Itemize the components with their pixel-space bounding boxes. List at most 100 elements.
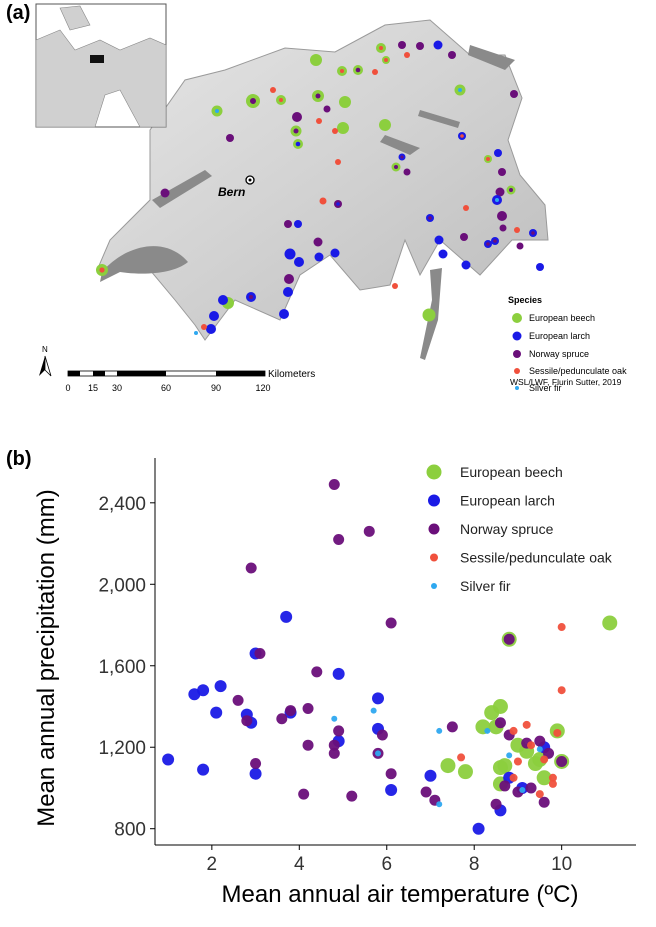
legend-marker-european-larch — [428, 494, 440, 507]
point-sessile-pedunculate-oak — [509, 773, 518, 782]
y-axis-label: Mean annual precipitation (mm) — [33, 489, 60, 827]
point-silver-fir — [484, 727, 491, 734]
point-norway-spruce — [525, 782, 537, 794]
point-norway-spruce — [333, 725, 345, 737]
point-norway-spruce — [245, 562, 257, 574]
point-european-larch — [472, 822, 485, 835]
point-norway-spruce — [232, 694, 244, 706]
point-silver-fir — [519, 787, 526, 794]
point-norway-spruce — [254, 648, 266, 660]
point-european-beech — [457, 764, 473, 780]
map-legend: Species European beech European larch No… — [508, 295, 627, 393]
legend-label-sessile-pedunculate-oak: Sessile/pedunculate oak — [460, 550, 613, 566]
point-sessile-pedunculate-oak — [540, 755, 549, 764]
point-norway-spruce — [490, 798, 502, 810]
point-norway-spruce — [328, 478, 340, 490]
point-silver-fir — [436, 727, 443, 734]
point-european-larch — [249, 767, 262, 780]
point-european-larch — [197, 684, 210, 697]
point-norway-spruce — [363, 525, 375, 537]
scale-tick-120: 120 — [255, 383, 270, 393]
point-silver-fir — [375, 750, 382, 757]
point-european-beech — [484, 705, 500, 721]
point-european-larch — [214, 680, 227, 693]
map-legend-oak: Sessile/pedunculate oak — [529, 366, 627, 376]
x-tick-label: 6 — [381, 854, 392, 875]
point-european-larch — [280, 610, 293, 623]
map-legend-larch: European larch — [529, 331, 590, 341]
scale-tick-90: 90 — [211, 383, 221, 393]
legend-marker-european-beech — [426, 464, 442, 480]
point-european-beech — [536, 770, 552, 786]
legend-label-european-beech: European beech — [460, 464, 563, 480]
point-norway-spruce — [538, 796, 550, 808]
point-norway-spruce — [446, 721, 458, 733]
scale-tick-60: 60 — [161, 383, 171, 393]
map-legend-spruce: Norway spruce — [529, 349, 589, 359]
y-tick-label: 1,200 — [98, 738, 146, 759]
point-sessile-pedunculate-oak — [557, 686, 566, 695]
legend-marker-norway-spruce — [428, 523, 440, 535]
y-tick-label: 2,000 — [98, 575, 146, 596]
point-norway-spruce — [276, 713, 288, 725]
point-norway-spruce — [302, 703, 314, 715]
point-norway-spruce — [420, 786, 432, 798]
legend-marker-silver-fir — [431, 583, 437, 589]
point-sessile-pedunculate-oak — [522, 720, 531, 729]
point-norway-spruce — [298, 788, 310, 800]
point-norway-spruce — [311, 666, 323, 678]
legend-label-silver-fir: Silver fir — [460, 578, 511, 594]
point-sessile-pedunculate-oak — [513, 757, 522, 766]
point-norway-spruce — [302, 739, 314, 751]
point-norway-spruce — [328, 739, 340, 751]
bern-label: Bern — [218, 185, 245, 199]
lake-constance — [468, 45, 515, 70]
chart-legend: European beech European larch Norway spruc… — [426, 464, 613, 594]
point-silver-fir — [506, 752, 513, 759]
point-norway-spruce — [376, 729, 388, 741]
x-axis: 2 4 6 8 10 — [155, 844, 636, 875]
point-european-larch — [210, 706, 223, 719]
legend-label-norway-spruce: Norway spruce — [460, 521, 554, 537]
scale-unit: Kilometers — [268, 369, 315, 380]
point-sessile-pedunculate-oak — [557, 623, 566, 632]
point-sessile-pedunculate-oak — [548, 773, 557, 782]
y-tick-label: 2,400 — [98, 494, 146, 515]
x-axis-label: Mean annual air temperature (ºC) — [222, 881, 579, 908]
legend-label-european-larch: European larch — [460, 493, 555, 509]
point-european-larch — [197, 763, 210, 776]
panel-a-label: (a) — [6, 2, 31, 24]
x-tick-label: 2 — [207, 854, 218, 875]
point-sessile-pedunculate-oak — [527, 741, 536, 750]
lake-zurich — [418, 110, 460, 128]
point-european-larch — [424, 769, 437, 782]
north-arrow-icon: N — [39, 345, 52, 377]
point-norway-spruce — [328, 747, 340, 759]
temperature-precipitation-scatter: 800 1,200 1,600 2,000 2,400 2 4 6 8 10 European … — [33, 458, 636, 908]
point-norway-spruce — [499, 780, 511, 792]
y-tick-label: 1,600 — [98, 657, 146, 678]
scale-tick-30: 30 — [112, 383, 122, 393]
y-tick-label: 800 — [114, 820, 146, 841]
map-credit: WSL/LWF, Flurin Sutter, 2019 — [510, 377, 622, 387]
point-european-beech — [602, 615, 618, 631]
scale-tick-15: 15 — [88, 383, 98, 393]
point-norway-spruce — [250, 758, 262, 770]
point-european-larch — [162, 753, 175, 766]
point-european-beech — [440, 758, 456, 774]
lake-geneva — [100, 246, 188, 282]
x-tick-label: 10 — [551, 854, 572, 875]
point-sessile-pedunculate-oak — [509, 726, 518, 735]
north-label: N — [42, 345, 48, 354]
panel-b-label: (b) — [6, 448, 32, 470]
map-legend-fir: Silver fir — [529, 383, 562, 393]
point-norway-spruce — [503, 633, 515, 645]
map-legend-title: Species — [508, 295, 542, 305]
point-norway-spruce — [241, 715, 253, 727]
lake-lucerne — [380, 135, 420, 155]
point-silver-fir — [331, 715, 338, 722]
lake-neuchatel — [152, 170, 212, 208]
point-silver-fir — [370, 707, 377, 714]
europe-inset-map — [35, 3, 167, 128]
point-norway-spruce — [494, 717, 506, 729]
